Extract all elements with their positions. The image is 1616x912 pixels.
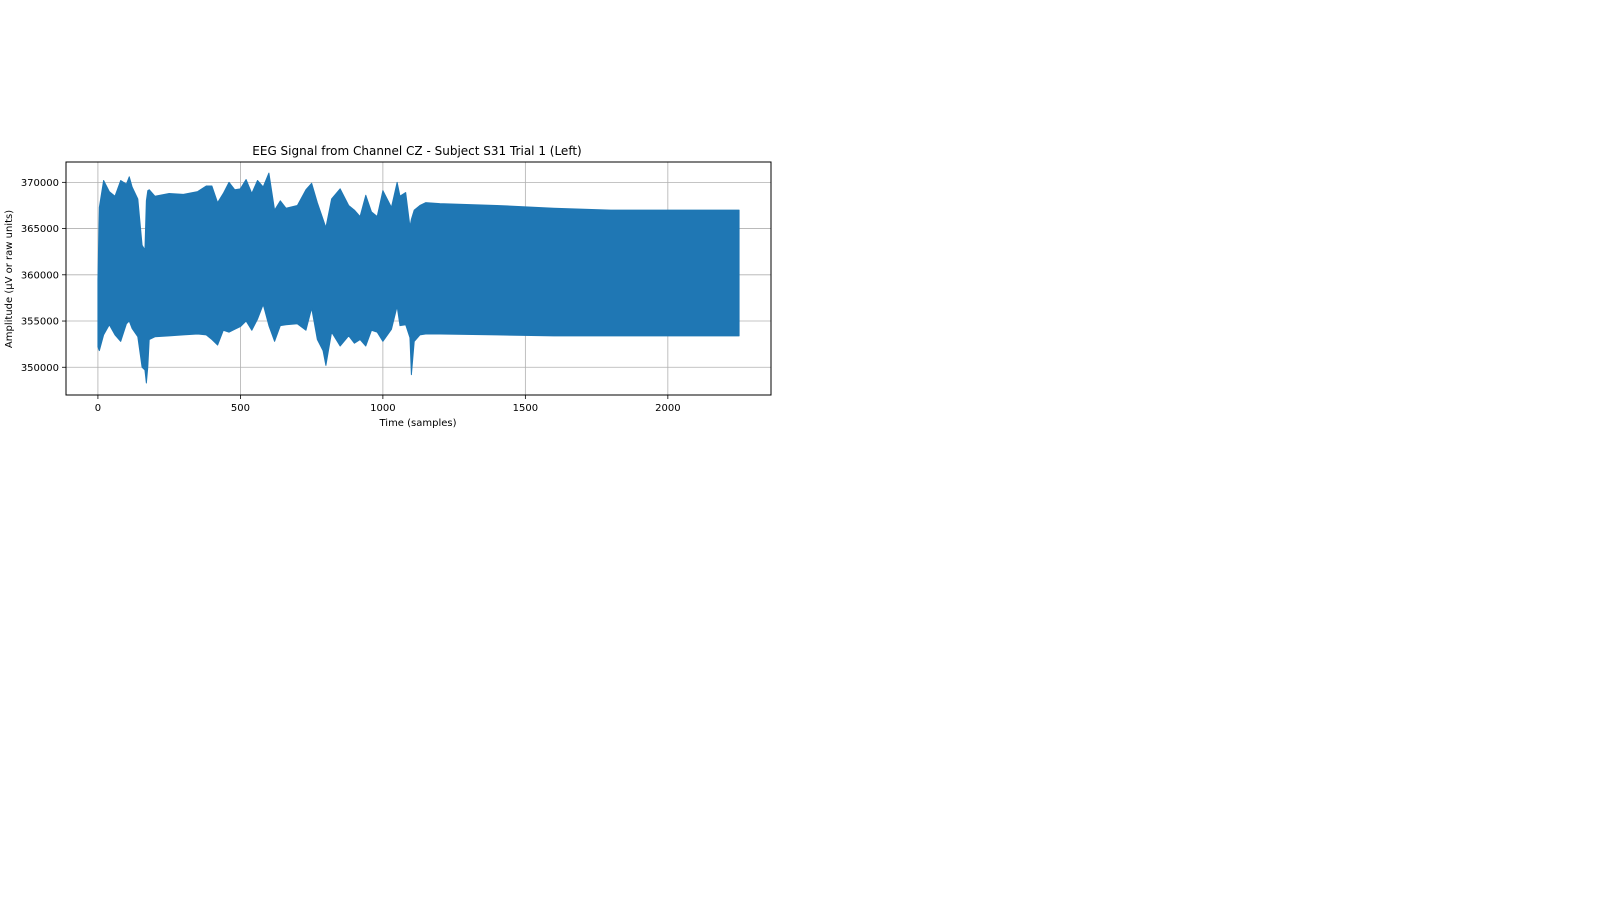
signal-area — [97, 172, 740, 384]
x-tick-label: 2000 — [655, 403, 680, 414]
y-axis-label: Amplitude (µV or raw units) — [4, 210, 15, 348]
y-tick-label: 370000 — [21, 178, 59, 189]
signal-area-layer — [97, 172, 740, 384]
x-tick-layer: 0 500 1000 1500 2000 — [95, 395, 681, 414]
x-tick-label: 500 — [231, 403, 250, 414]
x-tick-label: 1500 — [513, 403, 538, 414]
plot-frame — [65, 161, 772, 396]
x-tick-label: 0 — [95, 403, 101, 414]
x-tick-label: 1000 — [370, 403, 395, 414]
y-tick-label: 360000 — [21, 270, 59, 281]
chart-title: EEG Signal from Channel CZ - Subject S31… — [252, 144, 581, 158]
y-tick-label: 350000 — [21, 363, 59, 374]
y-tick-layer: 350000 355000 360000 365000 370000 — [21, 178, 66, 374]
y-tick-label: 365000 — [21, 224, 59, 235]
y-tick-label: 355000 — [21, 317, 59, 328]
x-axis-label: Time (samples) — [378, 418, 456, 429]
